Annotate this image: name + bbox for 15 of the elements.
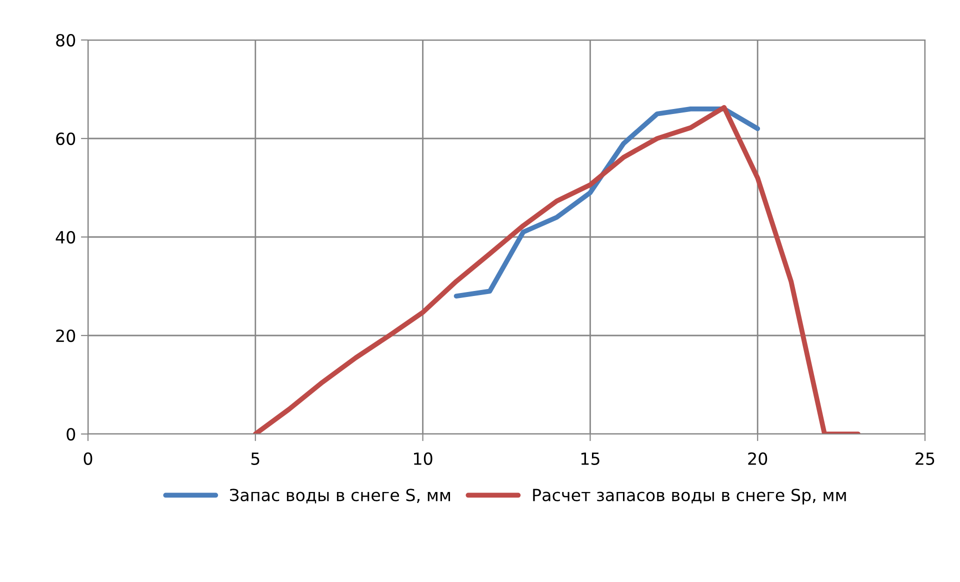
y-tick-label: 0 [66, 428, 76, 441]
x-tick-label: 5 [251, 452, 260, 465]
y-tick-label: 40 [56, 230, 76, 244]
x-tick-label: 10 [414, 452, 432, 465]
x-tick-label: 25 [916, 452, 934, 465]
legend-label: Расчет запасов воды в снеге Sp, мм [533, 488, 846, 505]
x-tick-label: 20 [748, 452, 768, 465]
line-series [252, 105, 860, 434]
y-tick-label: 20 [56, 329, 76, 342]
y-tick-label: 60 [56, 132, 76, 146]
x-tick-label: 15 [581, 452, 600, 465]
y-tick-label: 80 [56, 34, 76, 47]
line-series [454, 106, 760, 299]
x-tick-label: 0 [84, 452, 92, 465]
legend-label: Запас воды в снеге S, мм [230, 488, 450, 504]
